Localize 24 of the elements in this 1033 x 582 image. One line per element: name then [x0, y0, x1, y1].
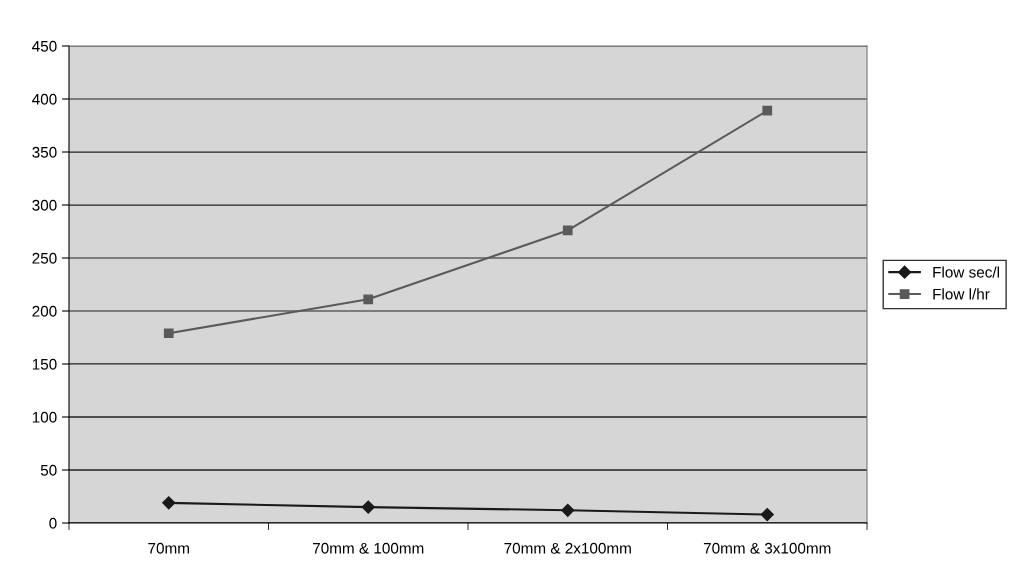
- x-tick-label: 70mm & 3x100mm: [703, 542, 831, 554]
- point: [561, 503, 575, 517]
- y-tick-label: 350: [32, 146, 57, 158]
- y-tick-label: 150: [32, 358, 57, 370]
- point: [162, 496, 176, 510]
- x-tick-label: 70mm & 2x100mm: [504, 542, 631, 554]
- point: [163, 328, 174, 339]
- y-tick-label: 250: [32, 252, 57, 264]
- point: [762, 105, 773, 116]
- y-tick-label: 200: [32, 305, 57, 317]
- x-tick-label: 70mm & 100mm: [313, 542, 424, 554]
- y-tick-label: 0: [49, 517, 57, 529]
- legend-label: Flow l/hr: [933, 288, 990, 300]
- y-tick-label: 50: [40, 464, 57, 476]
- y-tick-label: 100: [32, 411, 57, 423]
- y-tick-label: 450: [32, 40, 57, 52]
- point: [363, 294, 374, 305]
- point: [760, 507, 774, 522]
- point: [562, 225, 573, 236]
- x-tick-label: 70mm: [148, 542, 189, 554]
- y-tick-label: 300: [32, 199, 57, 211]
- legend-label: Flow sec/l: [933, 266, 999, 278]
- y-tick-label: 400: [32, 93, 57, 105]
- point: [361, 500, 375, 514]
